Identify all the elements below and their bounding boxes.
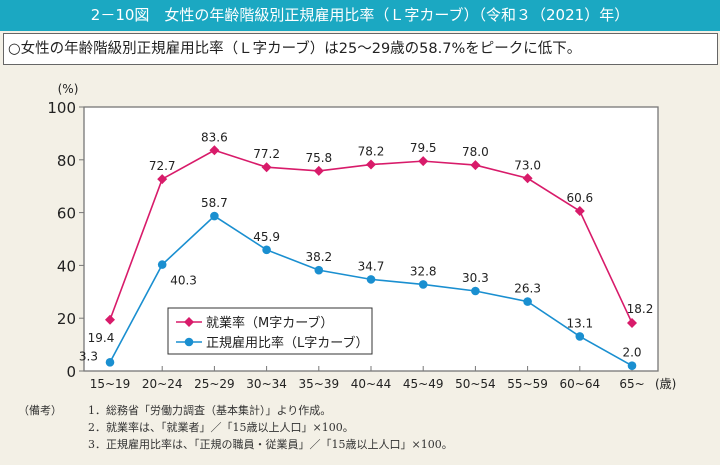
data-label: 58.7 (201, 196, 228, 210)
legend-diamond-marker (184, 317, 194, 327)
x-tick-label: 65~ (619, 377, 644, 391)
data-label: 13.1 (566, 316, 593, 330)
x-tick-label: 60~64 (560, 377, 601, 391)
note-2: 2．就業率は、「就業者」／「15歳以上人口」×100。 (88, 421, 354, 434)
x-tick-label: 55~59 (507, 377, 548, 391)
data-label: 19.4 (88, 331, 115, 345)
figure-title: 2－10図 女性の年齢階級別正規雇用比率（Ｌ字カーブ）（令和３（2021）年） (0, 0, 720, 31)
data-point-circle (157, 260, 167, 269)
legend-label: 正規雇用比率（L字カーブ） (206, 335, 368, 351)
x-tick-label: 25~29 (194, 377, 235, 391)
data-label: 83.6 (201, 130, 228, 144)
data-label: 60.6 (566, 191, 593, 205)
y-tick-label: 60 (57, 205, 76, 223)
data-label: 38.2 (305, 250, 332, 264)
data-point-diamond (366, 159, 376, 170)
x-tick-label: 30~34 (246, 377, 287, 391)
y-tick-label: 0 (66, 363, 76, 381)
data-label: 72.7 (149, 159, 176, 173)
data-point-circle (471, 286, 480, 296)
data-point-diamond (261, 162, 272, 173)
note-1: 1．総務省「労働力調査（基本集計）」より作成。 (88, 404, 332, 417)
data-point-diamond (418, 156, 429, 167)
x-tick-label: 35~39 (299, 377, 340, 391)
data-label: 3.3 (79, 349, 98, 363)
data-point-diamond (157, 174, 168, 185)
data-point-circle (366, 275, 376, 284)
legend-box (167, 307, 373, 355)
data-label: 26.3 (514, 282, 541, 296)
data-point-circle (105, 357, 115, 367)
data-point-diamond (209, 145, 220, 156)
data-label: 18.2 (627, 302, 654, 316)
data-point-circle (575, 332, 585, 341)
data-label: 79.5 (410, 141, 437, 155)
x-tick-label: 50~54 (455, 377, 496, 391)
x-axis-unit: (歳) (655, 377, 676, 391)
data-label: 75.8 (305, 151, 332, 165)
data-point-circle (418, 280, 428, 289)
data-point-diamond (470, 160, 481, 171)
notes: （備考） 1．総務省「労働力調査（基本集計）」より作成。 2．就業率は、「就業者」… (18, 402, 453, 453)
data-point-circle (262, 245, 271, 255)
y-tick-label: 100 (47, 99, 76, 117)
note-3: 3．正規雇用比率は、「正規の職員・従業員」／「15歳以上人口」×100。 (88, 438, 453, 451)
legend-label: 就業率（M字カーブ） (206, 315, 333, 331)
legend-circle-marker (184, 337, 194, 347)
data-label: 34.7 (358, 259, 385, 273)
data-label: 45.9 (253, 230, 280, 244)
x-tick-label: 20~24 (142, 377, 183, 391)
data-point-circle (314, 265, 324, 275)
data-point-diamond (627, 317, 637, 328)
data-label: 73.0 (514, 158, 541, 172)
y-tick-label: 40 (57, 257, 76, 275)
data-label: 78.2 (358, 145, 385, 159)
notes-label: （備考） (18, 404, 62, 417)
data-label: 30.3 (462, 271, 489, 285)
data-point-circle (627, 361, 637, 371)
x-tick-label: 40~44 (351, 377, 392, 391)
summary-box: ○女性の年齢階級別正規雇用比率（Ｌ字カーブ）は25～29歳の58.7%をピークに… (3, 33, 718, 65)
data-point-circle (523, 297, 532, 306)
data-label: 78.0 (462, 145, 489, 159)
y-axis-unit: (%) (58, 82, 79, 96)
data-point-diamond (105, 314, 115, 325)
line-chart: 0 20 40 60 80 100 (%) 15~19 20~24 25~29 30~34 35~39… (47, 82, 676, 391)
x-tick-label: 45~49 (403, 377, 444, 391)
data-label: 2.0 (622, 346, 641, 360)
data-point-diamond (313, 165, 324, 176)
data-point-diamond (522, 173, 533, 184)
x-tick-label: 15~19 (90, 377, 131, 391)
data-label: 40.3 (170, 274, 197, 288)
y-tick-label: 20 (57, 310, 76, 328)
y-tick-label: 80 (57, 152, 76, 170)
data-label: 77.2 (253, 147, 280, 161)
data-point-circle (210, 211, 219, 221)
data-point-diamond (574, 206, 585, 217)
data-label: 32.8 (410, 264, 437, 278)
